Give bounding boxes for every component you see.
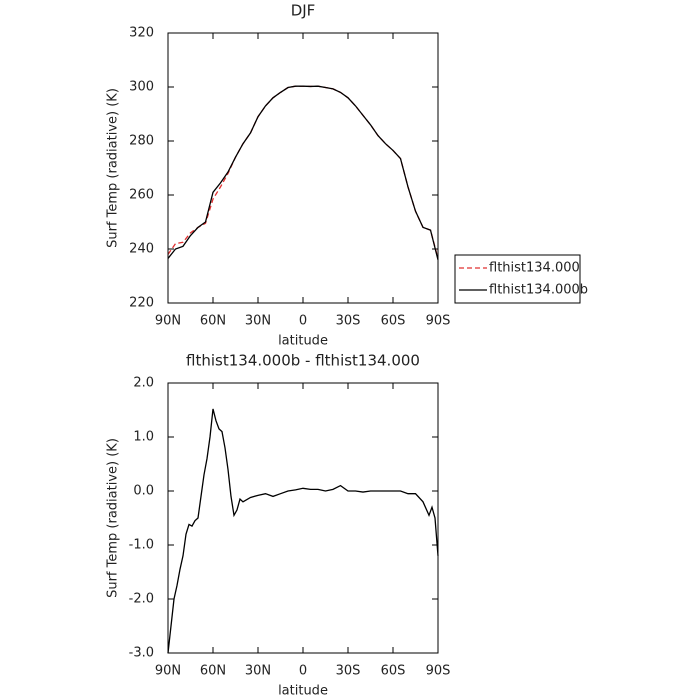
y-tick-label: 2.0: [133, 376, 154, 391]
data-line: [167, 85, 439, 259]
x-tick-label: 60S: [381, 314, 406, 329]
x-tick-label: 30N: [245, 314, 271, 329]
y-tick-label: -2.0: [129, 592, 154, 607]
y-tick-label: 260: [129, 188, 154, 203]
x-axis-label: latitude: [278, 684, 328, 699]
x-tick-label: 60S: [381, 664, 406, 679]
x-tick-label: 90S: [426, 314, 451, 329]
y-tick-label: 0.0: [133, 484, 154, 499]
y-axis-label: Surf Temp (radiative) (K): [106, 438, 121, 598]
x-tick-label: 60N: [200, 664, 226, 679]
legend-box: [454, 254, 581, 304]
x-tick-label: 60N: [200, 314, 226, 329]
x-tick-label: 90N: [155, 664, 181, 679]
plot-frame: [167, 382, 439, 654]
y-tick-label: 300: [129, 80, 154, 95]
chart-title: DJF: [291, 2, 316, 20]
chart-title: flthist134.000b - flthist134.000: [186, 352, 420, 370]
y-tick-label: 220: [129, 296, 154, 311]
y-axis-label: Surf Temp (radiative) (K): [106, 88, 121, 248]
y-tick-label: 320: [129, 26, 154, 41]
data-line: [167, 85, 439, 260]
y-tick-label: -3.0: [129, 646, 154, 661]
x-axis-label: latitude: [278, 334, 328, 349]
x-tick-label: 30N: [245, 664, 271, 679]
y-tick-label: 240: [129, 242, 154, 257]
data-line: [167, 408, 439, 654]
y-tick-label: 280: [129, 134, 154, 149]
x-tick-label: 0: [299, 314, 307, 329]
x-tick-label: 30S: [336, 664, 361, 679]
x-tick-label: 0: [299, 664, 307, 679]
x-tick-label: 90S: [426, 664, 451, 679]
plot-frame: [167, 32, 439, 304]
y-tick-label: -1.0: [129, 538, 154, 553]
legend-entry: flthist134.000b: [489, 283, 588, 298]
y-tick-label: 1.0: [133, 430, 154, 445]
x-tick-label: 30S: [336, 314, 361, 329]
legend-entry: flthist134.000: [489, 261, 580, 276]
x-tick-label: 90N: [155, 314, 181, 329]
